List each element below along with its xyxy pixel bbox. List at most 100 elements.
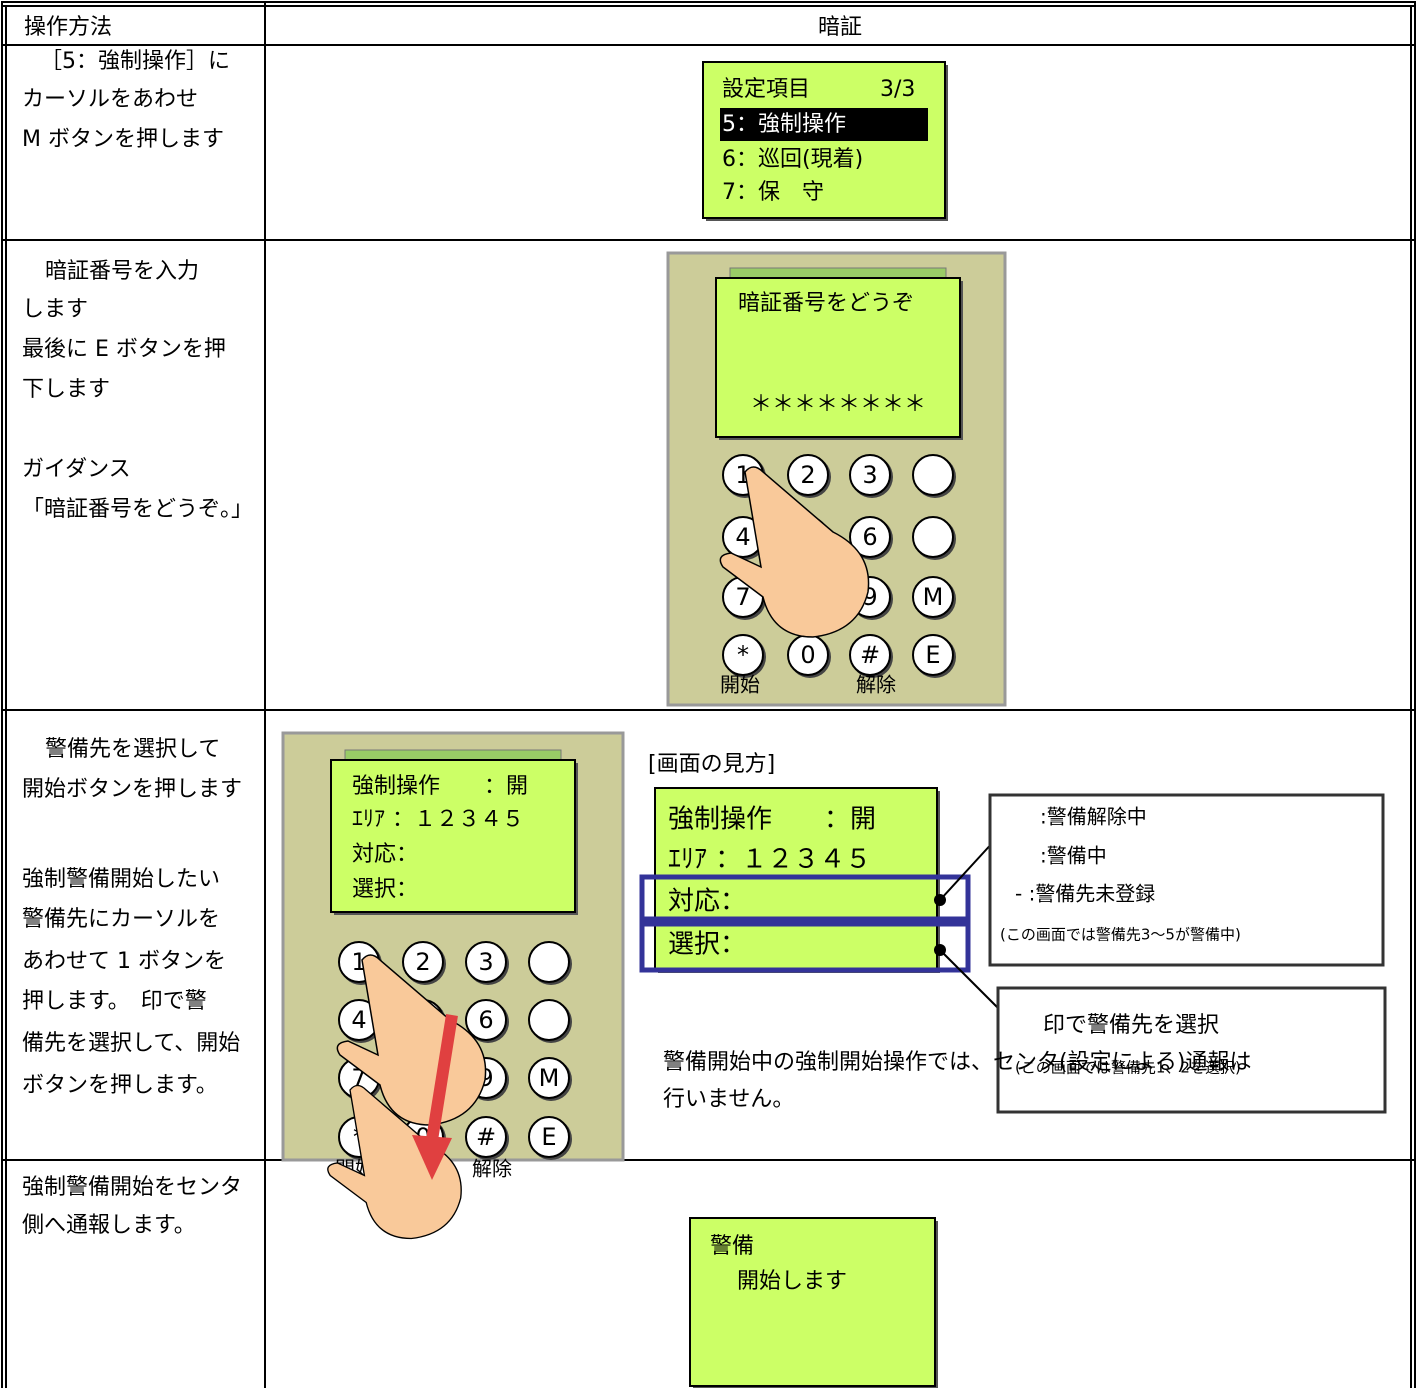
lcd-line: 選択： <box>668 930 746 960</box>
key <box>912 576 954 618</box>
note-line: 行いません。 <box>663 1087 794 1112</box>
key-label: 7 <box>735 583 750 611</box>
lcd-line: 開始します <box>737 1269 847 1294</box>
key-caption: 開始 <box>720 673 760 697</box>
lcd-line: 選択： <box>352 877 418 902</box>
key-label: 6 <box>478 1006 493 1034</box>
lcd-line: ｴﾘｱ ：１２３４５ <box>668 845 871 875</box>
instruction-line: カーソルをあわせ <box>22 87 198 112</box>
lcd-line: 強制操作 ：開 <box>668 805 876 835</box>
key-label: 3 <box>478 948 493 976</box>
hand-illustration <box>336 954 487 1126</box>
lcd-line: 強制操作 ：開 <box>352 774 528 799</box>
legend-title: [画面の見方] <box>648 752 775 777</box>
callout-leader <box>939 949 1001 1011</box>
instruction-line: 開始ボタンを押します <box>22 777 242 802</box>
callout-box <box>988 793 1385 967</box>
instruction-line: 最後に E ボタンを押 <box>22 337 226 362</box>
callout-leader <box>939 839 996 901</box>
lcd-item: 6：巡回(現着) <box>722 147 863 172</box>
instruction-line: 押します。 印で警 <box>22 989 207 1014</box>
lcd-screen <box>715 277 961 438</box>
lcd-item: 7：保 守 <box>722 180 824 205</box>
key <box>912 634 954 676</box>
instruction-line: 「暗証番号をどうぞ。」 <box>22 497 253 522</box>
lcd-line: ｴﾘｱ ：１２３４５ <box>352 807 524 832</box>
key-label: M <box>923 583 944 611</box>
instruction-line: 強制警備開始したい <box>22 867 220 892</box>
callout-line: (この画面では警備先1、2を選択) <box>1015 1059 1241 1077</box>
callout-line: :警備解除中 <box>1040 805 1147 829</box>
key <box>528 1057 570 1099</box>
callout-line: - :警備先未登録 <box>1015 882 1155 906</box>
lcd-page: 3/3 <box>880 77 915 102</box>
key-label: 2 <box>800 461 815 489</box>
lcd-line: 警備 <box>710 1234 754 1259</box>
lcd-line: 対応： <box>352 842 418 867</box>
key-caption: 解除 <box>472 1157 512 1181</box>
arrow-shaft <box>426 1014 458 1141</box>
lcd-line: ＊＊＊＊＊＊＊＊ <box>750 392 926 417</box>
key <box>465 1116 507 1158</box>
key-label: 3 <box>862 461 877 489</box>
key-label: E <box>541 1123 556 1151</box>
instruction-line: 備先を選択して、開始 <box>22 1031 240 1056</box>
callout-line: 印で警備先を選択 <box>1043 1013 1219 1038</box>
callout-line: (この画面では警備先3～5が警備中) <box>1000 926 1241 944</box>
lcd-title: 設定項目 <box>722 77 810 102</box>
instruction-line: 警備先にカーソルを <box>22 907 220 932</box>
lcd-highlight <box>720 108 928 141</box>
lcd-line: 暗証番号をどうぞ <box>738 291 914 316</box>
instruction-line: 下します <box>22 377 110 402</box>
header-cell: 操作方法 <box>24 15 112 40</box>
key <box>528 941 570 983</box>
instruction-line: ガイダンス <box>22 457 131 482</box>
note-line: 警備開始中の強制開始操作では、センタ(設定による)通報は <box>663 1050 1252 1075</box>
hand-illustration <box>327 1084 462 1240</box>
key-label: E <box>925 641 940 669</box>
key <box>849 516 891 558</box>
key-label: 2 <box>415 948 430 976</box>
lcd-screen <box>330 759 576 913</box>
key <box>912 516 954 558</box>
instruction-line: ボタンを押します。 <box>22 1073 218 1098</box>
key <box>722 634 764 676</box>
highlight-box <box>639 921 971 973</box>
key <box>787 454 829 496</box>
key-label: # <box>476 1123 496 1151</box>
key-caption: 解除 <box>856 673 896 697</box>
instruction-line: します <box>22 297 88 322</box>
header-cell: 暗証 <box>818 15 862 40</box>
instruction-line: M ボタンを押します <box>22 127 224 152</box>
lcd-item: 5：強制操作 <box>722 112 846 137</box>
lcd-tab <box>344 749 562 761</box>
key-label: 4 <box>735 523 750 551</box>
instruction-line: 暗証番号を入力 <box>45 259 199 284</box>
key <box>465 999 507 1041</box>
instruction-line: 強制警備開始をセンタ <box>22 1175 242 1200</box>
key <box>849 634 891 676</box>
key <box>912 454 954 496</box>
key <box>849 454 891 496</box>
key-label: 0 <box>800 641 815 669</box>
key <box>528 999 570 1041</box>
key <box>402 941 444 983</box>
callout-box <box>996 986 1387 1114</box>
lcd-screen <box>689 1217 936 1387</box>
key-label: 4 <box>351 1006 366 1034</box>
key <box>528 1116 570 1158</box>
lcd-tab <box>729 267 947 279</box>
callout-line: :警備中 <box>1040 844 1107 868</box>
instruction-line: ［5：強制操作］に <box>40 49 230 74</box>
instruction-line: 警備先を選択して <box>45 737 220 762</box>
lcd-line: 対応： <box>668 887 746 917</box>
key-label: M <box>539 1064 560 1092</box>
key <box>465 941 507 983</box>
key-label: 6 <box>862 523 877 551</box>
highlight-box <box>639 874 971 922</box>
key-label: # <box>860 641 880 669</box>
hand-illustration <box>719 466 870 638</box>
